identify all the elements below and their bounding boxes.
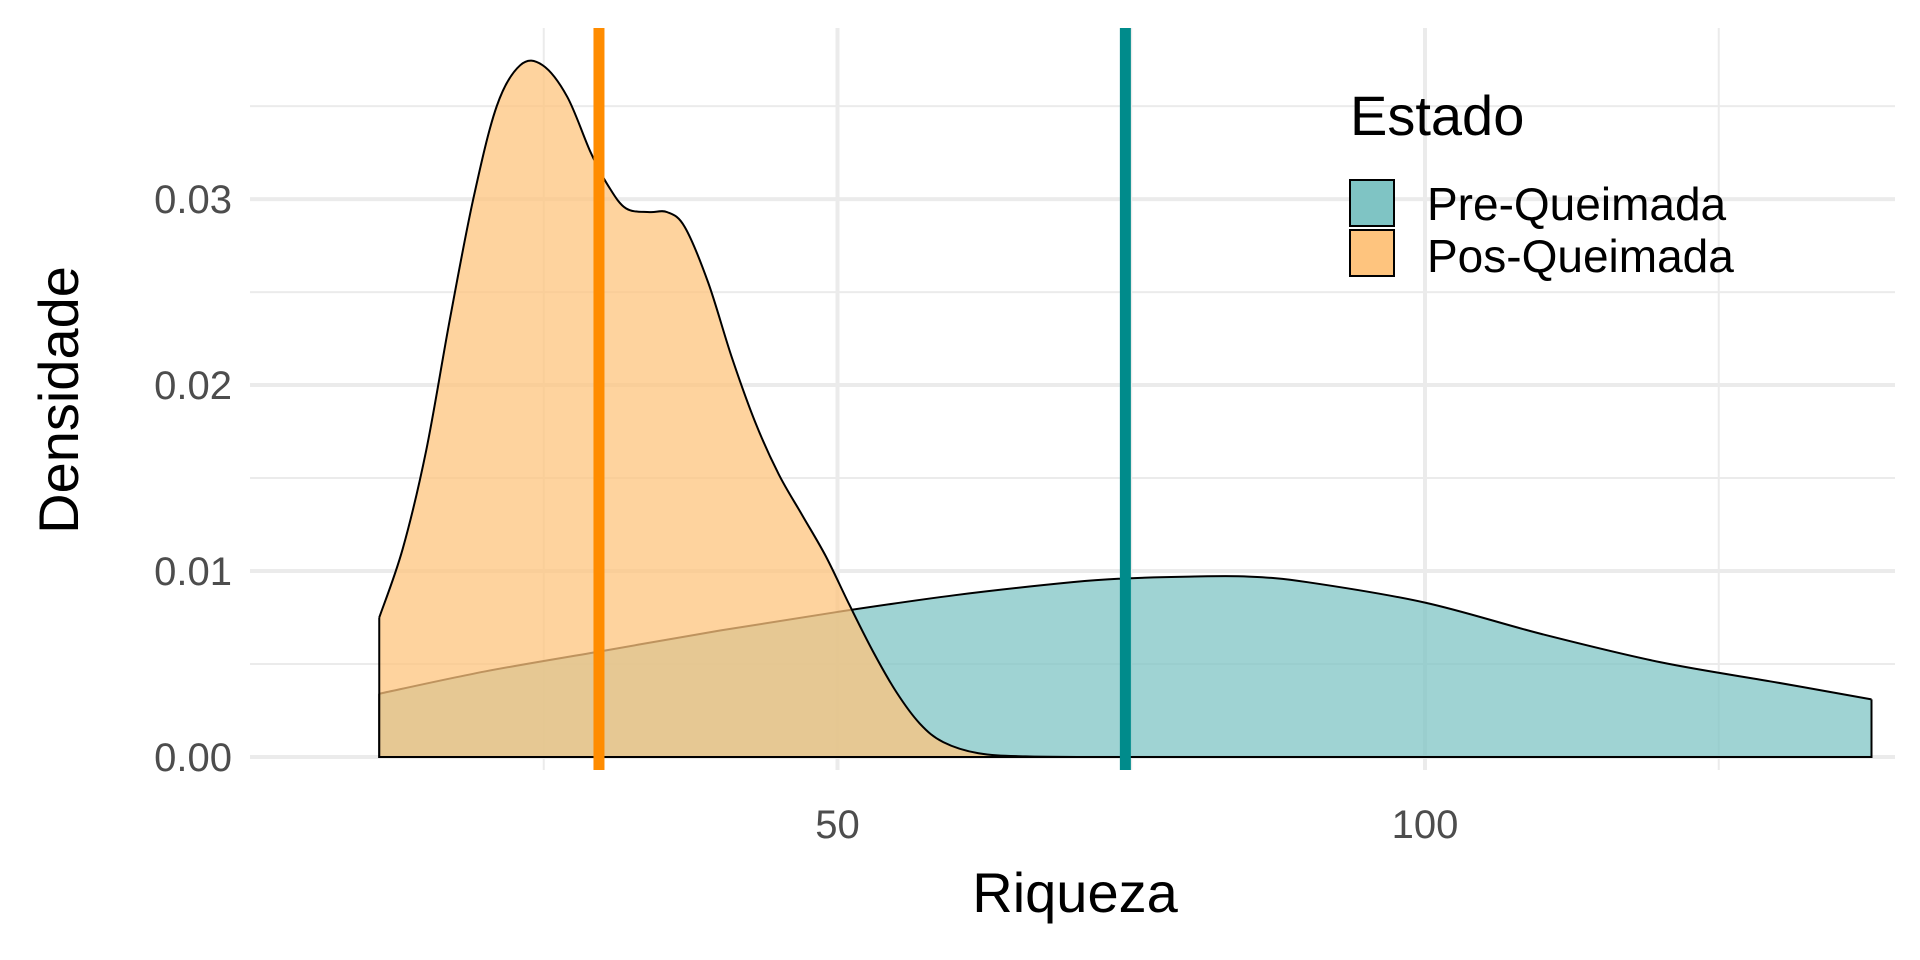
legend-key-pre-queimada <box>1349 179 1395 227</box>
legend: Estado Pre-Queimada Pos-Queimada <box>1349 84 1734 282</box>
x-tick-label-0: 50 <box>815 803 860 847</box>
density-outline-pos-queimada <box>378 59 1191 759</box>
x-axis-title: Riqueza <box>972 861 1178 924</box>
mean-lines <box>593 28 1131 770</box>
legend-label-pre-queimada: Pre-Queimada <box>1427 178 1727 230</box>
legend-title: Estado <box>1350 84 1524 147</box>
legend-key-pos-queimada <box>1349 229 1395 277</box>
y-tick-label-2: 0.02 <box>154 364 232 408</box>
x-tick-label-1: 100 <box>1392 803 1459 847</box>
y-tick-label-0: 0.00 <box>154 736 232 780</box>
density-area-pos-queimada <box>379 60 1190 758</box>
y-tick-label-1: 0.01 <box>154 550 232 594</box>
y-axis-title: Densidade <box>27 266 90 534</box>
legend-label-pos-queimada: Pos-Queimada <box>1427 230 1734 282</box>
tick-labels: 0.00 0.01 0.02 0.03 50 100 <box>154 178 1458 847</box>
y-tick-label-3: 0.03 <box>154 178 232 222</box>
